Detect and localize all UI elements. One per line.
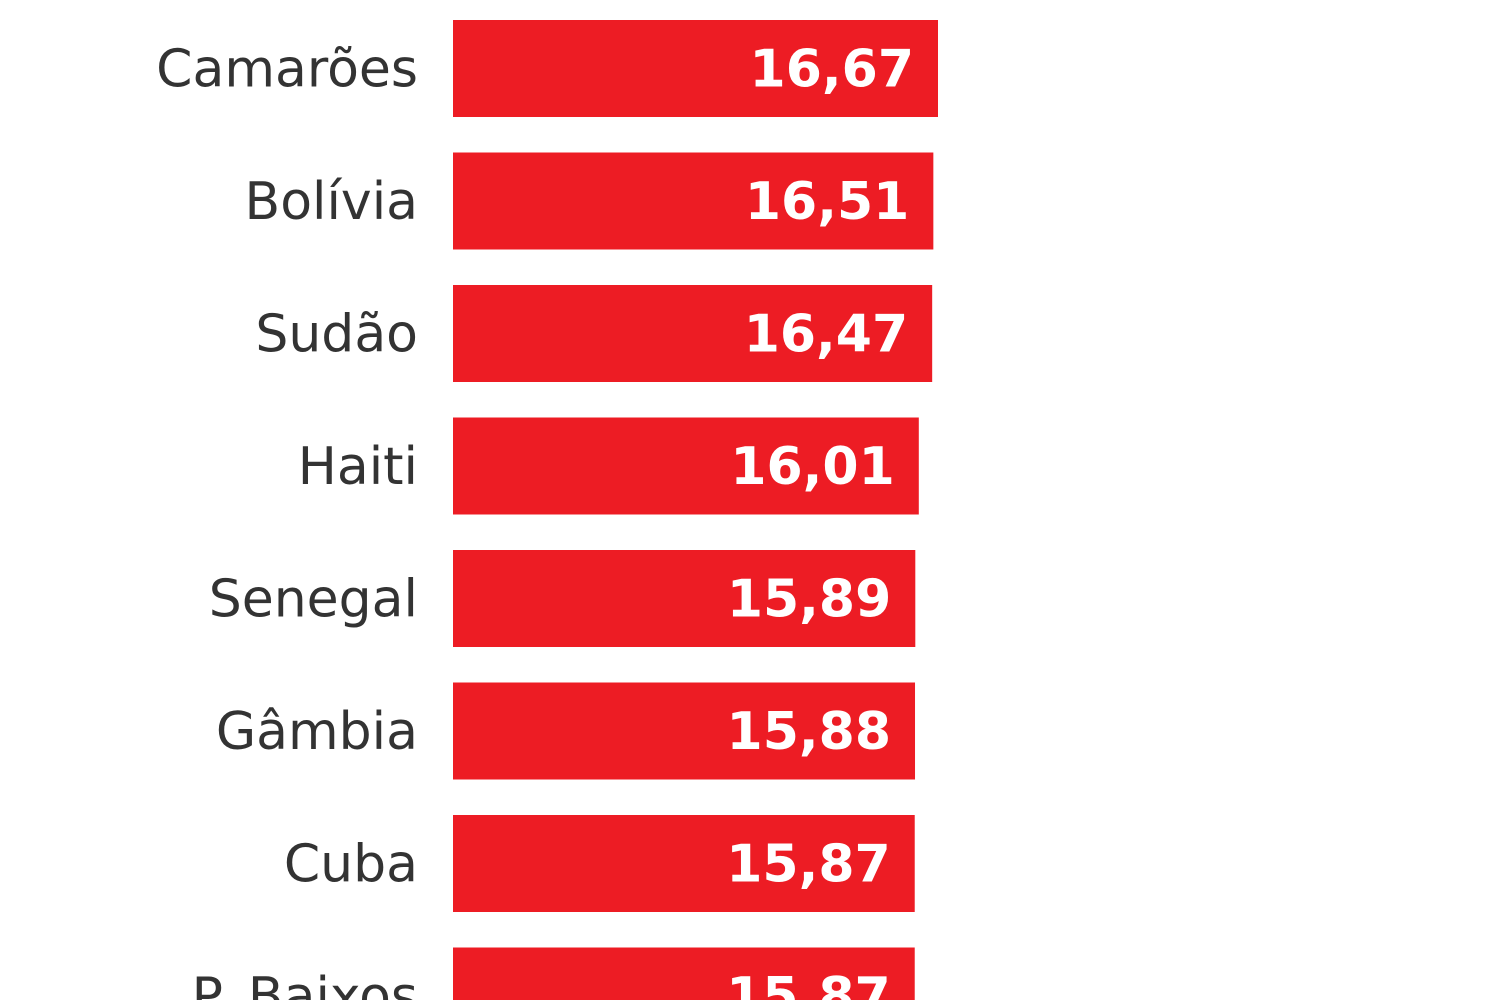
bar	[453, 417, 919, 515]
value-label: 15,87	[726, 835, 890, 895]
bar	[453, 20, 938, 117]
bar	[453, 285, 933, 382]
bar	[453, 947, 915, 1000]
category-label: Haiti	[298, 437, 418, 497]
category-label: Cuba	[284, 835, 418, 895]
value-label: 16,67	[750, 40, 914, 100]
bar	[453, 682, 916, 780]
category-label: Sudão	[255, 305, 418, 365]
value-label: 16,47	[744, 305, 908, 365]
category-label: Senegal	[209, 570, 418, 630]
category-label: P. Baixos	[192, 967, 418, 1000]
bar	[453, 815, 915, 912]
bar	[453, 550, 916, 647]
value-label: 15,88	[727, 702, 891, 762]
value-label: 15,87	[726, 967, 890, 1000]
value-label: 16,01	[730, 437, 894, 497]
category-label: Bolívia	[245, 172, 418, 232]
value-label: 15,89	[727, 570, 891, 630]
category-label: Gâmbia	[216, 702, 418, 762]
category-label: Camarões	[156, 40, 418, 100]
bar	[453, 152, 934, 250]
value-label: 16,51	[745, 172, 909, 232]
